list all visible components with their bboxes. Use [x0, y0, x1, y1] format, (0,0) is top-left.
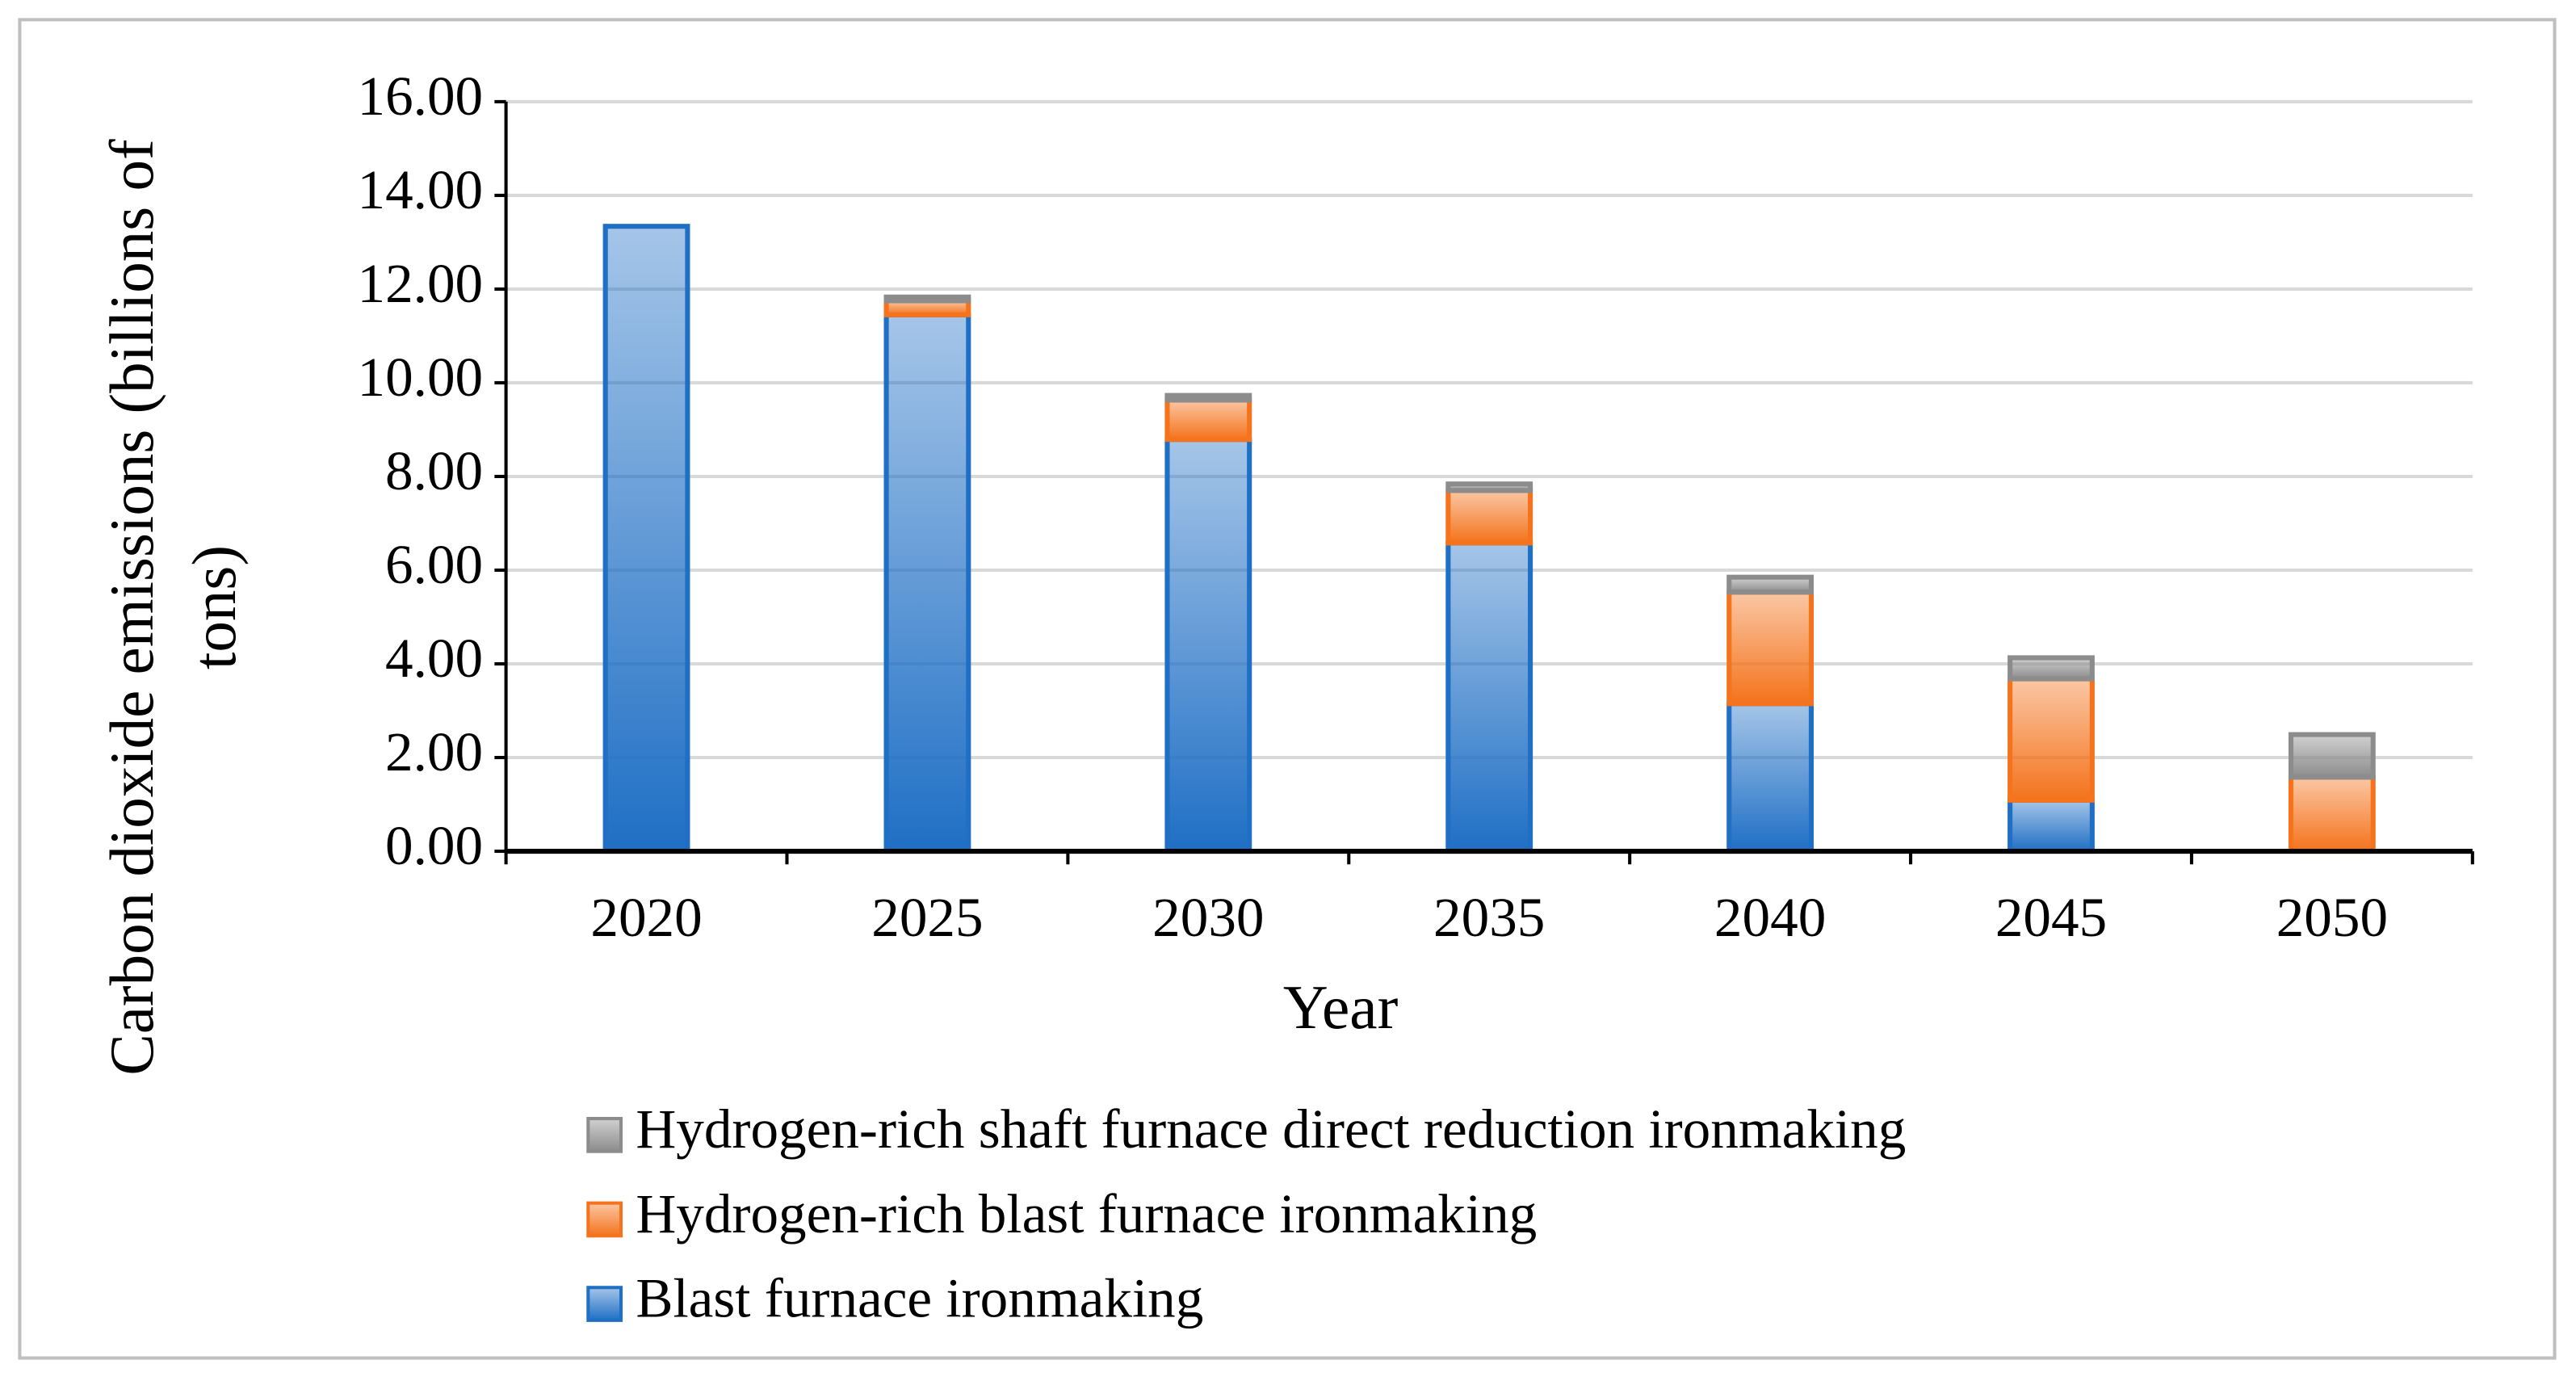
legend-label: Hydrogen-rich blast furnace ironmaking — [636, 1182, 1537, 1245]
y-tick-label: 8.00 — [385, 439, 483, 502]
chart-border — [18, 18, 2557, 1360]
bar-segment — [883, 294, 971, 304]
x-tick-label: 2020 — [590, 886, 702, 948]
bar-segment — [1164, 397, 1252, 443]
legend-swatch — [586, 1117, 623, 1153]
y-tick-label: 6.00 — [385, 533, 483, 595]
x-tick-label: 2025 — [871, 886, 983, 948]
bar-segment — [2288, 732, 2376, 780]
y-tick-label: 4.00 — [385, 627, 483, 689]
bar-segment — [1164, 392, 1252, 403]
bar-segment — [1726, 574, 1815, 595]
x-tick-label: 2045 — [1995, 886, 2107, 948]
bar-segment — [1164, 437, 1252, 854]
y-axis-title: Carbon dioxide emissions (billions of to… — [97, 139, 249, 1076]
bar-segment — [1445, 488, 1533, 546]
x-tick-label: 2050 — [2276, 886, 2388, 948]
legend-swatch — [586, 1201, 623, 1238]
y-tick-label: 2.00 — [385, 720, 483, 783]
legend-label: Hydrogen-rich shaft furnace direct reduc… — [636, 1098, 1906, 1160]
x-tick-label: 2040 — [1714, 886, 1826, 948]
y-tick-label: 10.00 — [357, 346, 483, 408]
bar-segment — [1445, 481, 1533, 493]
x-axis-title: Year — [1283, 972, 1399, 1042]
y-tick-label: 14.00 — [357, 158, 483, 220]
bar-segment — [2008, 655, 2095, 682]
bar-segment — [1726, 590, 1815, 707]
y-tick-label: 16.00 — [357, 65, 483, 127]
bar-segment — [2008, 797, 2095, 854]
bar-segment — [883, 312, 971, 854]
y-tick-label: 12.00 — [357, 252, 483, 314]
legend-label: Blast furnace ironmaking — [636, 1266, 1203, 1329]
bar-segment — [2008, 676, 2095, 803]
bar-segment — [602, 224, 690, 854]
x-tick-label: 2035 — [1433, 886, 1545, 948]
bar-segment — [1445, 540, 1533, 854]
bar-segment — [2288, 774, 2376, 854]
legend-swatch — [586, 1286, 623, 1322]
y-tick-label: 0.00 — [385, 814, 483, 876]
bar-segment — [1726, 701, 1815, 854]
x-tick-label: 2030 — [1152, 886, 1264, 948]
